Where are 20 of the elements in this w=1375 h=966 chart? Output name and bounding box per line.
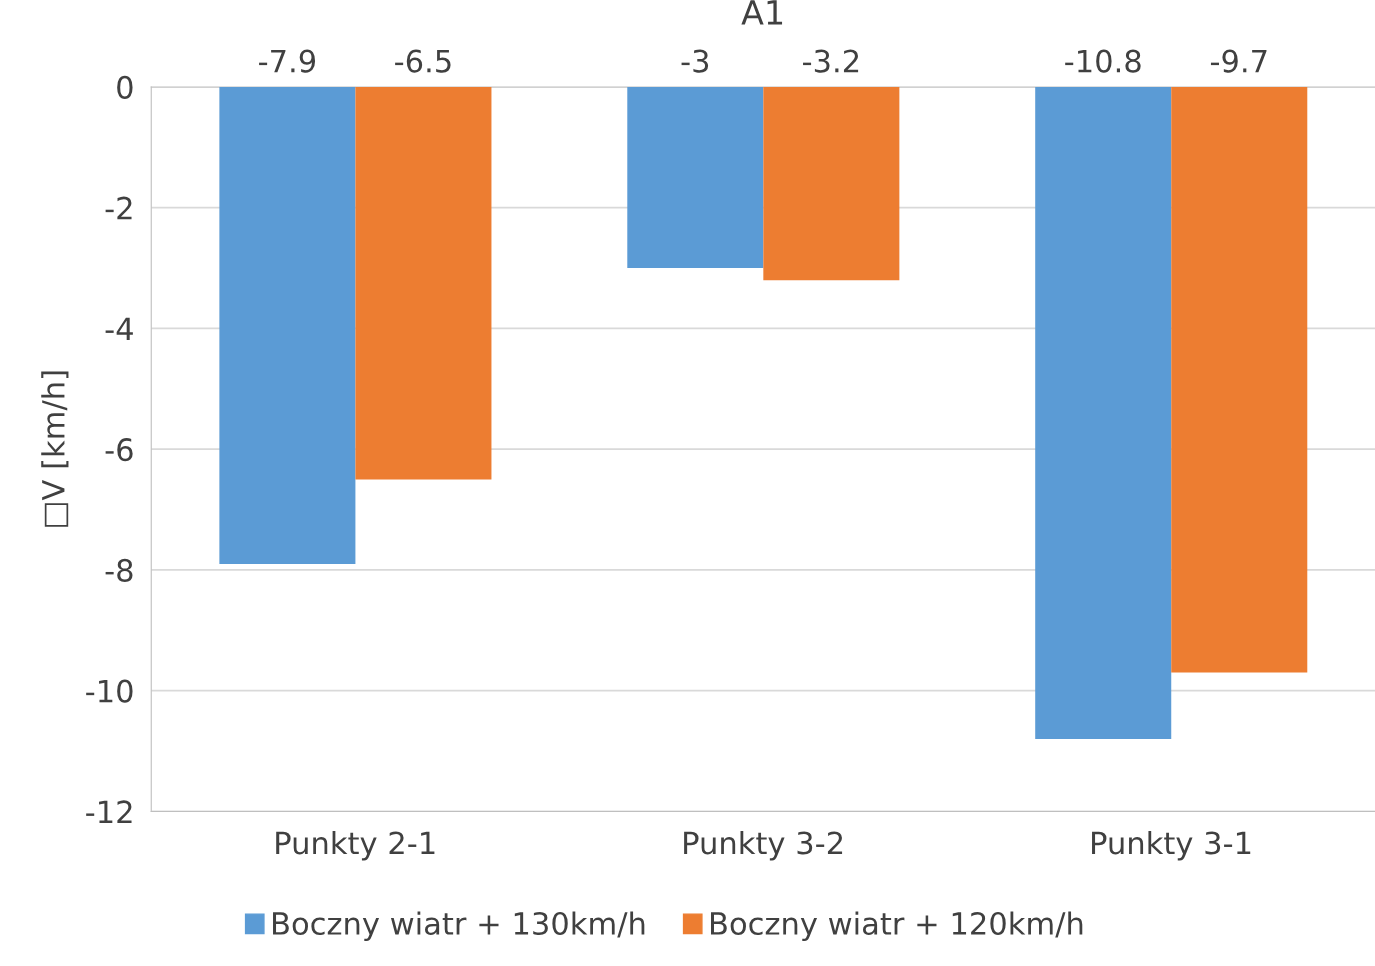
chart-title: A1 (741, 0, 783, 25)
x-tick-label: Punkty 3-1 (1092, 830, 1251, 861)
x-tick-label: Punkty 2-1 (276, 830, 435, 861)
data-label: -9.7 (1210, 49, 1267, 73)
y-tick-label: -6 (105, 438, 133, 462)
y-tick-label: -4 (105, 317, 133, 341)
data-label: -7.9 (259, 49, 316, 73)
legend-label: Boczny wiatr + 130km/h (273, 911, 645, 941)
legend-label: Boczny wiatr + 120km/h (711, 911, 1083, 941)
data-label: -10.8 (1065, 49, 1141, 73)
y-tick-label: -10 (86, 679, 133, 703)
data-label: -3.2 (803, 49, 859, 73)
y-axis-title: □V [km/h] (41, 371, 69, 527)
y-tick-label: -8 (105, 558, 133, 582)
y-tick-label: -12 (86, 800, 132, 824)
y-tick-label: -2 (105, 196, 132, 220)
y-tick-label: 0 (117, 75, 133, 99)
data-label: -6.5 (395, 49, 451, 73)
x-tick-label: Punkty 3-2 (684, 830, 843, 861)
data-label: -3 (681, 49, 709, 73)
